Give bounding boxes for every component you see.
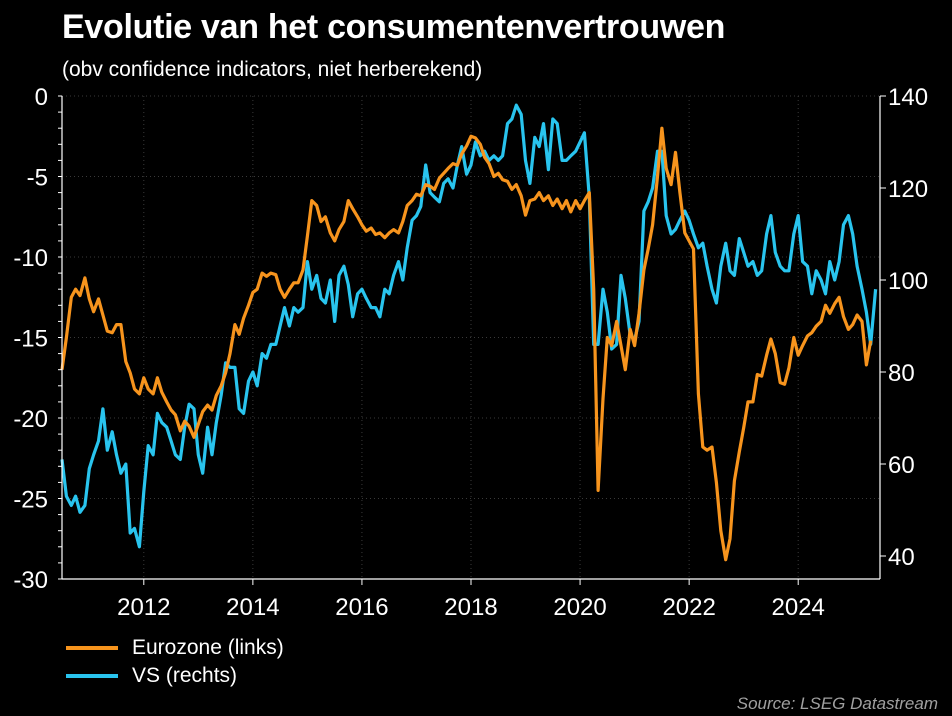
x-tick-label: 2024 <box>772 594 825 621</box>
y-right-tick-label: 60 <box>888 452 915 479</box>
y-left-tick-label: -15 <box>13 326 48 353</box>
legend-item-eurozone: Eurozone (links) <box>66 636 284 660</box>
y-left-tick-label: -10 <box>13 245 48 272</box>
x-tick-label: 2022 <box>662 594 715 621</box>
x-tick-label: 2020 <box>553 594 606 621</box>
y-left-tick-label: -20 <box>13 406 48 433</box>
y-left-tick-label: 0 <box>35 84 48 111</box>
legend-item-us: VS (rechts) <box>66 664 237 688</box>
series-line-eurozone <box>60 126 873 562</box>
y-right-tick-label: 140 <box>888 84 928 111</box>
y-left-tick-label: -30 <box>13 567 48 594</box>
legend-label-us: VS (rechts) <box>132 664 238 687</box>
y-left-tick-label: -5 <box>27 165 48 192</box>
y-right-tick-label: 120 <box>888 176 928 203</box>
series-line-us <box>60 103 878 549</box>
source-note: Source: LSEG Datastream <box>736 694 938 713</box>
y-left-tick-label: -25 <box>13 487 48 514</box>
legend-swatch-eurozone <box>66 646 118 650</box>
chart-subtitle: (obv confidence indicators, niet herbere… <box>62 58 483 81</box>
axis-layer: 0 -5 -10 -15 -20 -25 -30 140 120 100 80 60 40 2012 201… <box>13 84 928 621</box>
y-right-tick-label: 100 <box>888 268 928 295</box>
legend-label-eurozone: Eurozone (links) <box>132 636 284 659</box>
y-right-tick-label: 40 <box>888 544 915 571</box>
x-tick-label: 2012 <box>117 594 170 621</box>
legend-swatch-us <box>66 674 118 678</box>
x-tick-label: 2016 <box>335 594 388 621</box>
series-layer <box>60 103 878 562</box>
x-tick-label: 2018 <box>444 594 497 621</box>
x-tick-label: 2014 <box>226 594 279 621</box>
chart-title: Evolutie van het consumentenvertrouwen <box>62 8 726 46</box>
y-right-tick-label: 80 <box>888 360 915 387</box>
